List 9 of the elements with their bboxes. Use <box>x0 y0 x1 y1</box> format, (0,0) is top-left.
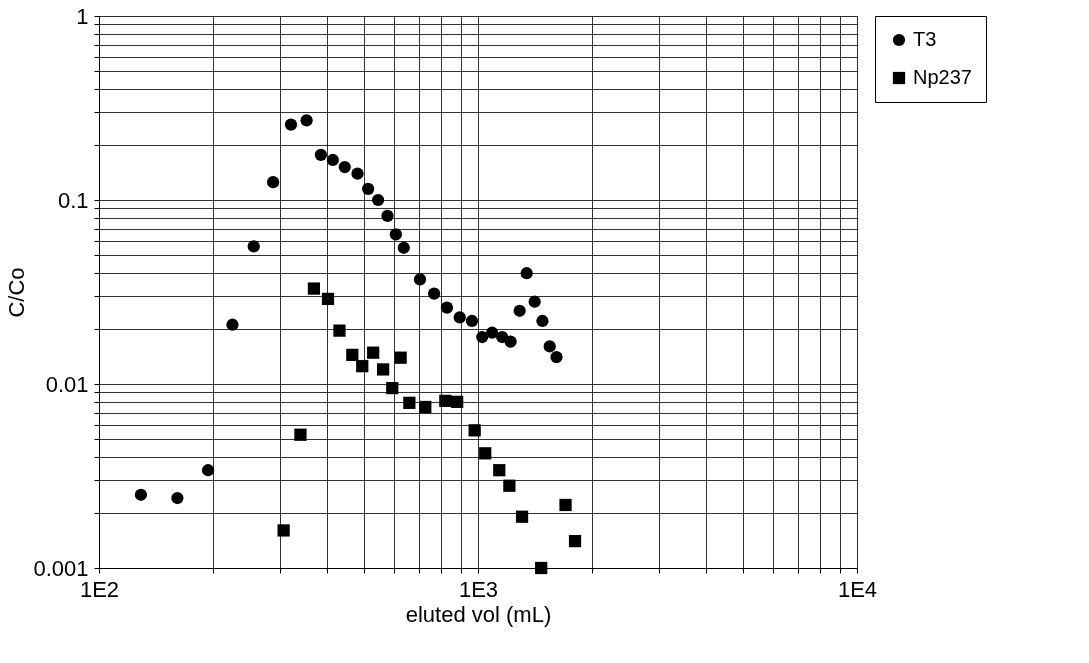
legend-label: T3 <box>913 28 937 50</box>
x-axis-title: eluted vol (mL) <box>405 601 552 627</box>
y-tick-label: 0.1 <box>57 187 89 213</box>
y-axis-title: C/Co <box>4 267 30 318</box>
y-tick-label: 1 <box>76 3 89 29</box>
x-tick-label: 1E4 <box>837 576 878 602</box>
legend-label: Np237 <box>913 66 972 88</box>
y-tick-label: 0.01 <box>45 371 89 397</box>
x-tick-label: 1E3 <box>458 576 499 602</box>
